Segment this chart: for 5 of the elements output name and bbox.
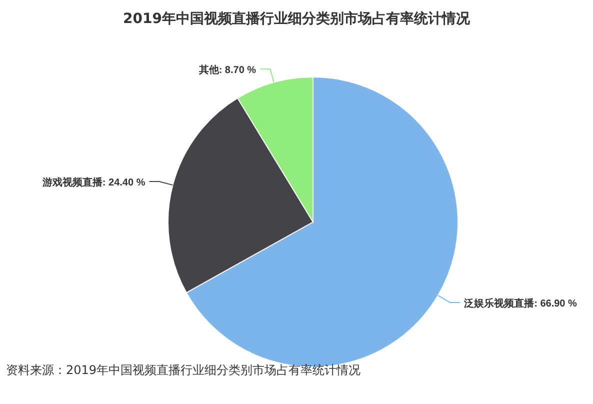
slice-label: 泛娱乐视频直播: 66.90 % [463, 298, 578, 310]
chart-title: 2019年中国视频直播行业细分类别市场占有率统计情况 [122, 10, 471, 28]
slice-label: 游戏视频直播: 24.40 % [41, 176, 146, 188]
slice-label: 其他: 8.70 % [198, 64, 256, 76]
text: 资料来源：2019年中国视频直播行业细分类别市场占有率统计情况 [6, 362, 361, 379]
